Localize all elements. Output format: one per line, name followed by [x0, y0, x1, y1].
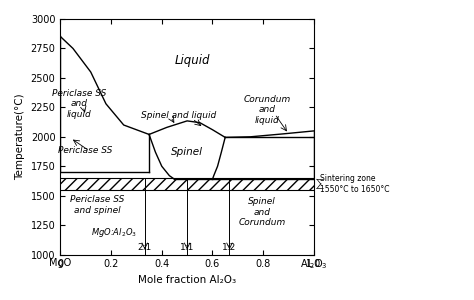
Text: 1:2: 1:2	[222, 243, 237, 252]
Text: Corundum
and
liquid: Corundum and liquid	[244, 95, 291, 124]
Text: Spinel and liquid: Spinel and liquid	[141, 111, 216, 120]
Text: MgO: MgO	[49, 257, 72, 268]
Text: Sintering zone
1550°C to 1650°C: Sintering zone 1550°C to 1650°C	[320, 174, 390, 194]
Text: 1:1: 1:1	[180, 243, 194, 252]
Text: MgO:Al$_2$O$_3$: MgO:Al$_2$O$_3$	[91, 226, 137, 239]
Bar	[60, 178, 314, 190]
Text: Periclase SS
and spinel: Periclase SS and spinel	[70, 195, 124, 215]
Y-axis label: Temperature(°C): Temperature(°C)	[15, 94, 25, 180]
Text: Spinel
and
Corundum: Spinel and Corundum	[238, 197, 285, 227]
X-axis label: Mole fraction Al₂O₃: Mole fraction Al₂O₃	[138, 275, 236, 285]
Text: Al$_2$O$_3$: Al$_2$O$_3$	[300, 257, 328, 271]
Text: Liquid: Liquid	[174, 54, 210, 67]
Text: Periclase SS: Periclase SS	[58, 146, 113, 155]
Text: Periclase SS
and
liquid: Periclase SS and liquid	[52, 89, 107, 119]
Text: 2:1: 2:1	[137, 243, 152, 252]
Text: Spinel: Spinel	[171, 147, 203, 157]
